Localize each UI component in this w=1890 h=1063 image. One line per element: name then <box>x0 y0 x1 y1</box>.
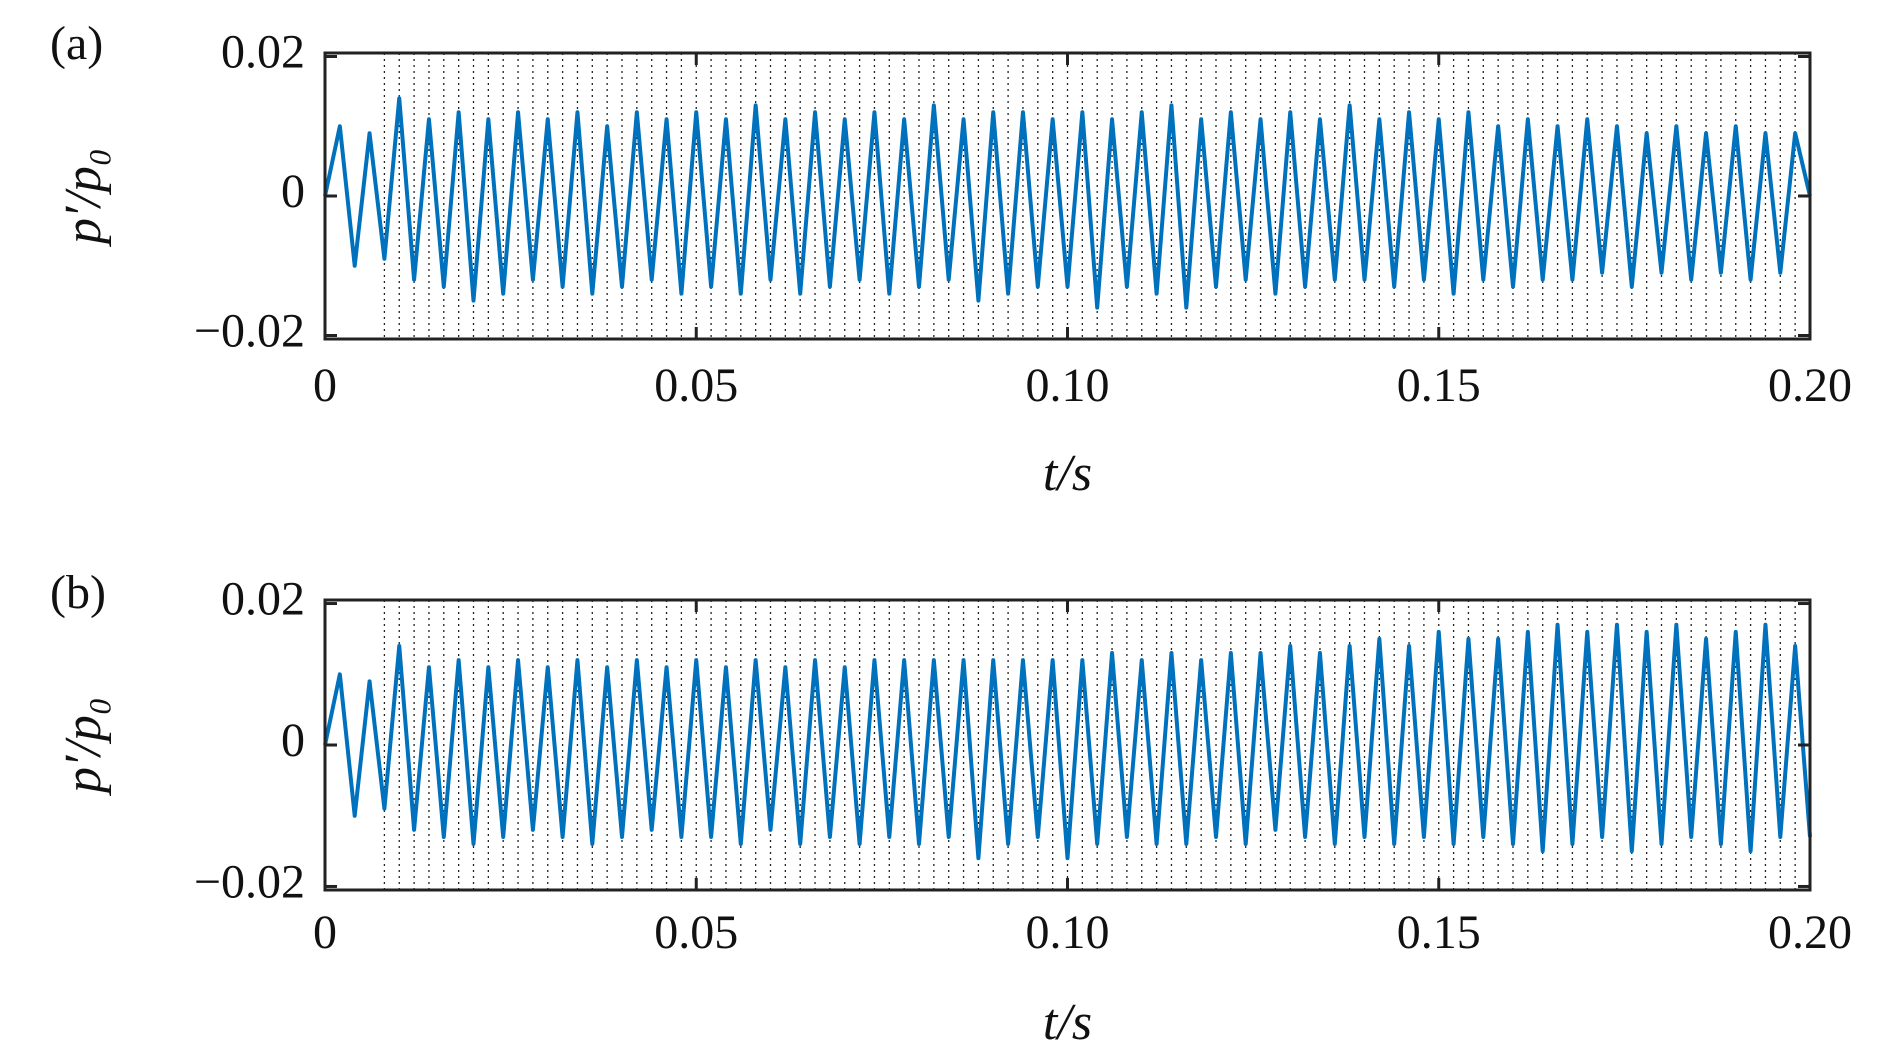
x-tick-label: 0.05 <box>654 906 738 959</box>
x-tick-label: 0.20 <box>1768 359 1852 412</box>
x-tick-label: 0.10 <box>1026 906 1110 959</box>
y-axis-label: p′/p₀ <box>55 148 112 248</box>
x-tick-label: 0.05 <box>654 359 738 412</box>
x-tick-label: 0.10 <box>1026 359 1110 412</box>
x-axis-label: t/s <box>1043 994 1092 1051</box>
x-tick-label: 0.20 <box>1768 906 1852 959</box>
y-tick-label: 0 <box>281 714 305 767</box>
x-tick-label: 0.15 <box>1397 906 1481 959</box>
data-line <box>323 96 1812 310</box>
panel-label: (a) <box>50 17 103 70</box>
x-axis-label: t/s <box>1043 445 1092 502</box>
data-line <box>323 622 1812 861</box>
y-tick-label: −0.02 <box>194 305 305 358</box>
y-tick-label: 0.02 <box>221 26 305 79</box>
x-tick-label: 0.15 <box>1397 359 1481 412</box>
y-axis-label: p′/p₀ <box>55 697 112 797</box>
x-tick-label: 0 <box>313 906 337 959</box>
panel-label: (b) <box>50 566 106 619</box>
y-tick-label: 0.02 <box>221 573 305 626</box>
x-tick-label: 0 <box>313 359 337 412</box>
y-tick-label: 0 <box>281 165 305 218</box>
y-tick-label: −0.02 <box>194 855 305 908</box>
